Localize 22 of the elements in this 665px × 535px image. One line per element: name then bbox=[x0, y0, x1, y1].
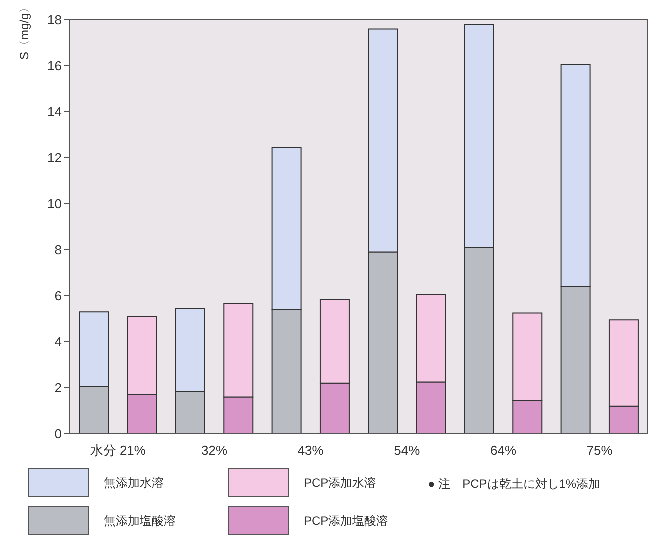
text: ● 注 PCPは乾土に対し1%添加 bbox=[428, 476, 601, 493]
y-tick-label: 14 bbox=[48, 104, 62, 120]
y-tick-label: 2 bbox=[54, 380, 62, 396]
legend-label: PCP添加水溶 bbox=[304, 474, 377, 492]
y-tick-label: 0 bbox=[54, 426, 62, 442]
y-tick-label: 12 bbox=[48, 150, 62, 166]
y-tick-label: 6 bbox=[54, 288, 62, 304]
x-tick-label: 54% bbox=[394, 443, 421, 458]
legend-label: 無添加塩酸溶 bbox=[104, 512, 176, 530]
legend-label: 無添加水溶 bbox=[104, 474, 164, 492]
y-tick-label: 18 bbox=[48, 12, 62, 28]
x-tick-label: 43% bbox=[298, 443, 324, 458]
y-tick-label: 16 bbox=[48, 58, 62, 74]
x-tick-label: 水分 21% bbox=[90, 443, 146, 458]
y-tick-label: 8 bbox=[54, 242, 62, 258]
y-tick-label: 4 bbox=[54, 334, 62, 350]
y-tick-label: 10 bbox=[48, 196, 62, 212]
legend-label: PCP添加塩酸溶 bbox=[304, 512, 389, 530]
x-tick-label: 75% bbox=[586, 443, 614, 458]
y-axis-title: S〈mg/g〉 bbox=[18, 1, 32, 60]
x-tick-label: 32% bbox=[201, 443, 228, 458]
x-tick-label: 64% bbox=[490, 443, 517, 458]
